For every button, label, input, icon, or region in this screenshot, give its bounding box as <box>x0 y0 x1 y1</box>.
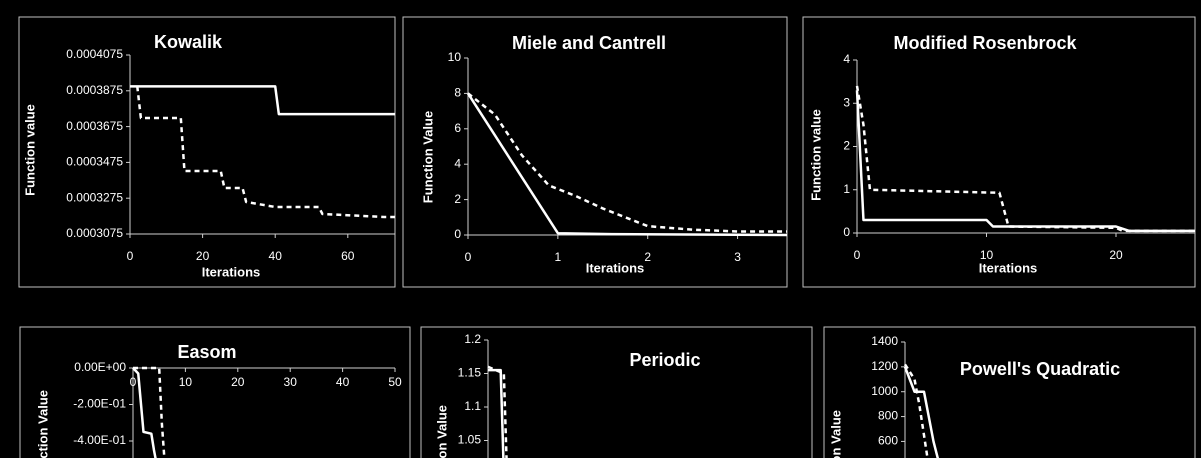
x-tick-label: 40 <box>269 249 283 263</box>
x-tick-label: 40 <box>336 375 350 389</box>
x-tick-label: 0 <box>465 250 472 264</box>
y-tick-label: 2 <box>454 192 461 206</box>
chart-panel <box>18 16 396 288</box>
y-tick-label: -4.00E-01 <box>73 433 126 447</box>
y-tick-label: 0.0003275 <box>66 190 123 204</box>
y-axis-title: Function Value <box>434 405 449 458</box>
y-tick-label: 1200 <box>871 359 898 373</box>
x-tick-label: 0 <box>127 249 134 263</box>
y-tick-label: 800 <box>878 409 898 423</box>
x-tick-label: 2 <box>644 250 651 264</box>
chart-title: Periodic <box>629 350 700 370</box>
series-line <box>855 85 1195 233</box>
y-tick-label: 0.0003875 <box>66 83 123 97</box>
y-axis-title: Function Value <box>420 111 435 203</box>
series-line <box>467 92 787 233</box>
x-tick-label: 10 <box>179 375 193 389</box>
series-line <box>130 85 395 116</box>
y-tick-label: 2 <box>843 139 850 153</box>
chart-title: Powell's Quadratic <box>960 359 1120 379</box>
y-tick-label: 600 <box>878 434 898 448</box>
y-tick-label: -2.00E-01 <box>73 397 126 411</box>
x-tick-label: 20 <box>231 375 245 389</box>
x-tick-label: 20 <box>1109 248 1123 262</box>
series-line <box>903 366 940 458</box>
chart-title: Easom <box>177 342 236 362</box>
x-tick-label: 1 <box>555 250 562 264</box>
chart-title: Miele and Cantrell <box>512 33 666 53</box>
y-tick-label: 0.0003675 <box>66 119 123 133</box>
y-tick-label: 0 <box>843 225 850 239</box>
x-tick-label: 10 <box>980 248 994 262</box>
x-tick-label: 20 <box>196 249 210 263</box>
y-tick-label: 1.2 <box>464 332 481 346</box>
y-axis-title: Function value <box>22 104 37 196</box>
x-tick-label: 0 <box>130 375 137 389</box>
chart-panel <box>802 16 1196 288</box>
series-line <box>903 363 929 458</box>
x-axis-title: Iterations <box>979 260 1038 275</box>
series-line <box>488 368 505 458</box>
x-tick-label: 0 <box>854 248 861 262</box>
y-axis-title: Function Value <box>35 390 50 458</box>
chart-title: Kowalik <box>154 32 223 52</box>
x-tick-label: 3 <box>734 250 741 264</box>
chart-title: Modified Rosenbrock <box>893 33 1077 53</box>
x-tick-label: 60 <box>341 249 355 263</box>
chart-panel <box>19 326 411 458</box>
series-line <box>466 92 788 237</box>
y-tick-label: 1000 <box>871 384 898 398</box>
y-axis-title: Function value <box>808 109 823 201</box>
y-tick-label: 1 <box>843 182 850 196</box>
y-tick-label: 6 <box>454 121 461 135</box>
series-line <box>132 367 157 458</box>
chart-panel <box>402 16 788 288</box>
y-tick-label: 1.1 <box>464 399 481 413</box>
series-line <box>133 366 166 458</box>
y-tick-label: 4 <box>843 52 850 66</box>
y-tick-label: 1400 <box>871 334 898 348</box>
series-line <box>487 365 508 458</box>
chart-panel <box>420 326 813 458</box>
x-axis-title: Iterations <box>202 264 261 279</box>
y-tick-label: 0.0003475 <box>66 155 123 169</box>
y-tick-label: 3 <box>843 95 850 109</box>
y-tick-label: 4 <box>454 156 461 170</box>
y-tick-label: 0.0003075 <box>66 226 123 240</box>
x-tick-label: 30 <box>284 375 298 389</box>
series-line <box>136 86 395 219</box>
x-axis-title: Iterations <box>586 260 645 275</box>
chart-panel <box>823 326 1196 458</box>
x-tick-label: 50 <box>388 375 402 389</box>
y-tick-label: 1.05 <box>458 433 482 447</box>
y-axis-title: Function Value <box>828 410 843 458</box>
y-tick-label: 10 <box>448 50 462 64</box>
y-tick-label: 0.0004075 <box>66 47 123 61</box>
y-tick-label: 1.15 <box>458 366 482 380</box>
y-tick-label: 8 <box>454 86 461 100</box>
y-tick-label: 0 <box>454 227 461 241</box>
y-tick-label: 0.00E+00 <box>74 360 126 374</box>
